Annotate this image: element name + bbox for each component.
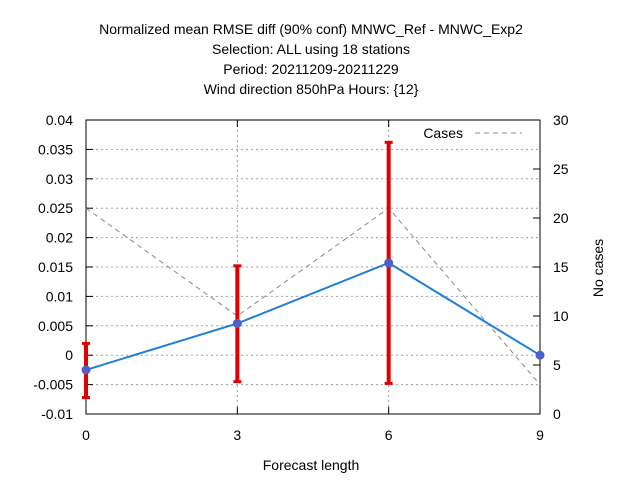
y2-tick-label: 5 bbox=[553, 357, 561, 373]
y-tick-label: 0.04 bbox=[46, 112, 73, 128]
y2-tick-label: 0 bbox=[553, 406, 561, 422]
grid bbox=[86, 120, 540, 414]
legend-label-cases: Cases bbox=[423, 125, 463, 141]
y-tick-label: 0.035 bbox=[38, 141, 73, 157]
data-point bbox=[535, 350, 545, 360]
y2-tick-label: 20 bbox=[553, 210, 569, 226]
y-tick-label: 0 bbox=[65, 347, 73, 363]
x-axis-label: Forecast length bbox=[263, 457, 360, 473]
x-tick-label: 3 bbox=[233, 427, 241, 443]
x-axis-tick-labels: 0 3 6 9 bbox=[82, 427, 544, 443]
cases-line bbox=[85, 207, 541, 385]
y-tick-label: 0.005 bbox=[38, 318, 73, 334]
y2-tick-label: 15 bbox=[553, 259, 569, 275]
y2-tick-label: 25 bbox=[553, 161, 569, 177]
y-tick-label: 0.015 bbox=[38, 259, 73, 275]
y-tick-label: -0.01 bbox=[41, 406, 73, 422]
x-tick-label: 9 bbox=[536, 427, 544, 443]
chart-title-line: Normalized mean RMSE diff (90% conf) MNW… bbox=[99, 21, 523, 37]
data-point bbox=[384, 258, 394, 268]
cases-series bbox=[85, 207, 541, 385]
rmse-diff-line bbox=[85, 261, 541, 371]
y2-tick-label: 10 bbox=[553, 308, 569, 324]
chart-title-line: Period: 20211209-20211229 bbox=[223, 61, 399, 77]
y2-tick-label: 30 bbox=[553, 112, 569, 128]
y-tick-label: 0.03 bbox=[46, 171, 73, 187]
axis-ticks bbox=[85, 119, 541, 415]
y2-axis-tick-labels: 0 5 10 15 20 25 30 bbox=[553, 112, 569, 422]
y2-axis-label: No cases bbox=[590, 239, 606, 297]
data-point bbox=[232, 318, 242, 328]
data-point bbox=[81, 365, 91, 375]
y-tick-label: 0.02 bbox=[46, 230, 73, 246]
legend: Cases bbox=[423, 125, 522, 141]
chart-title-line: Wind direction 850hPa Hours: {12} bbox=[204, 81, 419, 97]
y-tick-label: -0.005 bbox=[33, 377, 73, 393]
chart-title: Normalized mean RMSE diff (90% conf) MNW… bbox=[99, 21, 523, 97]
y-tick-label: 0.01 bbox=[46, 288, 73, 304]
y-axis-tick-labels: -0.01 -0.005 0 0.005 0.01 0.015 0.02 0.025 0.03 0… bbox=[33, 112, 73, 422]
chart-title-line: Selection: ALL using 18 stations bbox=[212, 41, 410, 57]
x-tick-label: 6 bbox=[385, 427, 393, 443]
y-tick-label: 0.025 bbox=[38, 200, 73, 216]
x-tick-label: 0 bbox=[82, 427, 90, 443]
rmse-diff-series bbox=[81, 258, 545, 375]
